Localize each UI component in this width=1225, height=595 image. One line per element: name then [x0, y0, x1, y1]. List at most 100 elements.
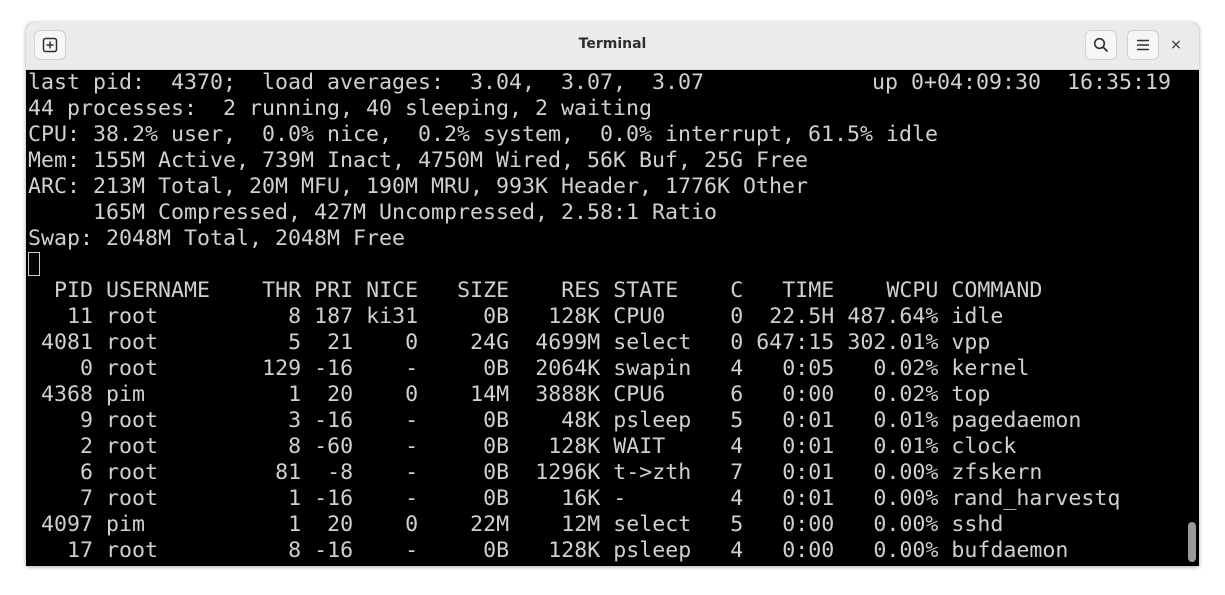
cell-state: psleep — [613, 408, 718, 433]
scrollbar[interactable] — [1185, 70, 1199, 566]
cell-pid: 0 — [28, 356, 94, 381]
cell-size: 0B — [431, 356, 510, 381]
new-tab-button[interactable] — [34, 30, 66, 60]
cell-pid: 11 — [28, 304, 94, 329]
column-header-username: USERNAME — [106, 278, 211, 303]
title-bar: Terminal × — [26, 22, 1199, 70]
summary-swap: Swap: 2048M Total, 2048M Free — [28, 226, 406, 251]
table-row: 4097 pim 1 20 0 22M 12M select 5 0:00 0.… — [28, 512, 1185, 538]
cell-command: sshd — [951, 512, 1004, 537]
table-row: 9 root 3 -16 - 0B 48K psleep 5 0:01 0.01… — [28, 408, 1185, 434]
column-header-state: STATE — [613, 278, 718, 303]
table-row: 0 root 129 -16 - 0B 2064K swapin 4 0:05 … — [28, 356, 1185, 382]
cell-username: root — [106, 460, 211, 485]
menu-button[interactable] — [1127, 30, 1159, 60]
column-header-pid: PID — [28, 278, 94, 303]
cell-c: 4 — [730, 356, 744, 381]
cell-username: pim — [106, 382, 211, 407]
cell-command: zfskern — [951, 460, 1043, 485]
cell-nice: - — [366, 460, 419, 485]
cell-pid: 9 — [28, 408, 94, 433]
cell-c: 7 — [730, 460, 744, 485]
cell-username: root — [106, 486, 211, 511]
column-header-thr: THR — [223, 278, 302, 303]
summary-arc: ARC: 213M Total, 20M MFU, 190M MRU, 993K… — [28, 174, 809, 199]
cell-thr: 5 — [223, 330, 302, 355]
cell-pri: -16 — [314, 538, 354, 563]
cell-c: 5 — [730, 512, 744, 537]
search-button[interactable] — [1085, 30, 1117, 60]
cell-thr: 8 — [223, 538, 302, 563]
cell-res: 16K — [522, 486, 601, 511]
cell-state: swapin — [613, 356, 718, 381]
cell-time: 0:01 — [756, 486, 835, 511]
cell-time: 0:00 — [756, 512, 835, 537]
summary-cpu: CPU: 38.2% user, 0.0% nice, 0.2% system,… — [28, 122, 939, 147]
cell-command: pagedaemon — [951, 408, 1082, 433]
cell-wcpu: 302.01% — [847, 330, 939, 355]
cell-username: root — [106, 304, 211, 329]
cell-time: 647:15 — [756, 330, 835, 355]
summary-load-line: last pid: 4370; load averages: 3.04, 3.0… — [28, 70, 1185, 96]
cell-wcpu: 0.00% — [847, 538, 939, 563]
cell-command: kernel — [951, 356, 1030, 381]
cell-thr: 3 — [223, 408, 302, 433]
cell-size: 0B — [431, 460, 510, 485]
process-table: 11 root 8 187 ki31 0B 128K CPU0 0 22.5H … — [28, 304, 1185, 564]
uptime-clock: up 0+04:09:30 16:35:19 — [872, 70, 1172, 95]
cell-thr: 1 — [223, 382, 302, 407]
cell-state: select — [613, 512, 718, 537]
column-header-res: RES — [522, 278, 601, 303]
summary-processes: 44 processes: 2 running, 40 sleeping, 2 … — [28, 96, 653, 121]
cell-pid: 4097 — [28, 512, 94, 537]
summary-mem: Mem: 155M Active, 739M Inact, 4750M Wire… — [28, 148, 809, 173]
cell-state: psleep — [613, 538, 718, 563]
cell-pri: 20 — [314, 512, 354, 537]
cell-pri: -60 — [314, 434, 354, 459]
cell-username: root — [106, 538, 211, 563]
table-row: 17 root 8 -16 - 0B 128K psleep 4 0:00 0.… — [28, 538, 1185, 564]
cell-state: CPU6 — [613, 382, 718, 407]
close-button[interactable]: × — [1161, 30, 1191, 60]
table-row: 4368 pim 1 20 0 14M 3888K CPU6 6 0:00 0.… — [28, 382, 1185, 408]
cell-res: 2064K — [522, 356, 601, 381]
cell-wcpu: 0.02% — [847, 356, 939, 381]
cell-pid: 2 — [28, 434, 94, 459]
cell-pri: -16 — [314, 408, 354, 433]
cell-wcpu: 0.02% — [847, 382, 939, 407]
cell-wcpu: 0.00% — [847, 486, 939, 511]
cell-c: 0 — [730, 330, 744, 355]
cell-c: 6 — [730, 382, 744, 407]
cell-res: 12M — [522, 512, 601, 537]
cell-wcpu: 0.01% — [847, 434, 939, 459]
column-header-pri: PRI — [314, 278, 354, 303]
cell-time: 22.5H — [756, 304, 835, 329]
cell-c: 4 — [730, 486, 744, 511]
terminal-content[interactable]: last pid: 4370; load averages: 3.04, 3.0… — [26, 70, 1185, 566]
cell-command: idle — [951, 304, 1004, 329]
column-header-c: C — [730, 278, 744, 303]
cell-size: 0B — [431, 408, 510, 433]
cell-size: 14M — [431, 382, 510, 407]
summary-arc-compression: 165M Compressed, 427M Uncompressed, 2.58… — [28, 200, 718, 225]
table-row: 6 root 81 -8 - 0B 1296K t->zth 7 0:01 0.… — [28, 460, 1185, 486]
column-header-size: SIZE — [431, 278, 510, 303]
cell-username: root — [106, 356, 211, 381]
cell-command: vpp — [951, 330, 991, 355]
cell-command: top — [951, 382, 991, 407]
cell-nice: ki31 — [366, 304, 419, 329]
new-tab-icon — [42, 37, 58, 53]
cell-res: 1296K — [522, 460, 601, 485]
cell-pri: 21 — [314, 330, 354, 355]
cell-size: 22M — [431, 512, 510, 537]
scrollbar-thumb[interactable] — [1188, 522, 1196, 562]
cell-size: 0B — [431, 304, 510, 329]
cell-username: root — [106, 330, 211, 355]
cell-c: 4 — [730, 434, 744, 459]
cell-time: 0:05 — [756, 356, 835, 381]
cell-time: 0:01 — [756, 408, 835, 433]
cell-time: 0:01 — [756, 434, 835, 459]
cell-wcpu: 487.64% — [847, 304, 939, 329]
cell-pri: -16 — [314, 486, 354, 511]
cell-time: 0:00 — [756, 538, 835, 563]
